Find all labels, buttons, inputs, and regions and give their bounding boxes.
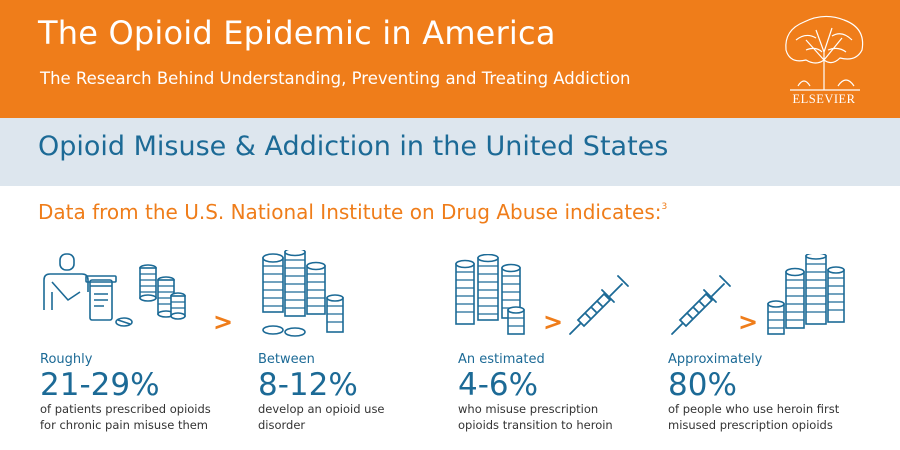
intro-text: Data from the U.S. National Institute on…: [38, 200, 667, 224]
stat-lead: Roughly: [40, 352, 93, 367]
stat-description: develop an opioid use disorder: [258, 401, 438, 433]
page-subtitle: The Research Behind Understanding, Preve…: [40, 69, 631, 88]
stat-desc-line: develop an opioid use: [258, 402, 385, 416]
stat-desc-line: disorder: [258, 418, 306, 432]
elsevier-logo: ELSEVIER: [776, 10, 872, 110]
stat-block-4: Approximately 80% of people who use hero…: [668, 352, 880, 433]
stat-desc-line: who misuse prescription: [458, 402, 599, 416]
stat-desc-line: opioids transition to heroin: [458, 418, 613, 432]
pill-stacks-icon: [455, 254, 525, 335]
chevron-right-icon: >: [738, 308, 759, 336]
section-title: Opioid Misuse & Addiction in the United …: [38, 131, 669, 162]
stat-lead: Between: [258, 352, 315, 367]
stat-desc-line: of people who use heroin first: [668, 402, 840, 416]
syringe-icon: [569, 275, 629, 335]
stat-block-2: Between 8-12% develop an opioid use diso…: [258, 352, 438, 433]
syringe-icon: [671, 275, 731, 335]
chevron-right-icon: >: [213, 308, 234, 336]
pill-stacks-icon: [767, 254, 845, 335]
page-title: The Opioid Epidemic in America: [38, 14, 556, 52]
stat-value: 4-6%: [458, 367, 539, 403]
stat-block-3: An estimated 4-6% who misuse prescriptio…: [458, 352, 648, 433]
stat-description: who misuse prescription opioids transiti…: [458, 401, 648, 433]
footnote-marker: 3: [661, 202, 668, 212]
stat-lead: Approximately: [668, 352, 763, 367]
header-banner: The Opioid Epidemic in America The Resea…: [0, 0, 900, 118]
intro-sentence: Data from the U.S. National Institute on…: [38, 200, 662, 224]
tree-logo-icon: [785, 15, 864, 91]
stat-desc-line: for chronic pain misuse them: [40, 418, 209, 432]
logo-wordmark: ELSEVIER: [792, 92, 856, 106]
stat-value: 8-12%: [258, 367, 358, 403]
stat-value: 21-29%: [40, 367, 160, 403]
stat-desc-line: of patients prescribed opioids: [40, 402, 211, 416]
stat-description: of people who use heroin first misused p…: [668, 401, 880, 433]
pill-stacks-icon: [262, 250, 344, 337]
stat-description: of patients prescribed opioids for chron…: [40, 401, 240, 433]
section-band: Opioid Misuse & Addiction in the United …: [0, 118, 900, 186]
patient-with-pills-icon: [43, 253, 186, 327]
stat-lead: An estimated: [458, 352, 545, 367]
stat-value: 80%: [668, 367, 737, 403]
stat-desc-line: misused prescription opioids: [668, 418, 833, 432]
stat-block-1: Roughly 21-29% of patients prescribed op…: [40, 352, 240, 433]
chevron-right-icon: >: [543, 308, 564, 336]
